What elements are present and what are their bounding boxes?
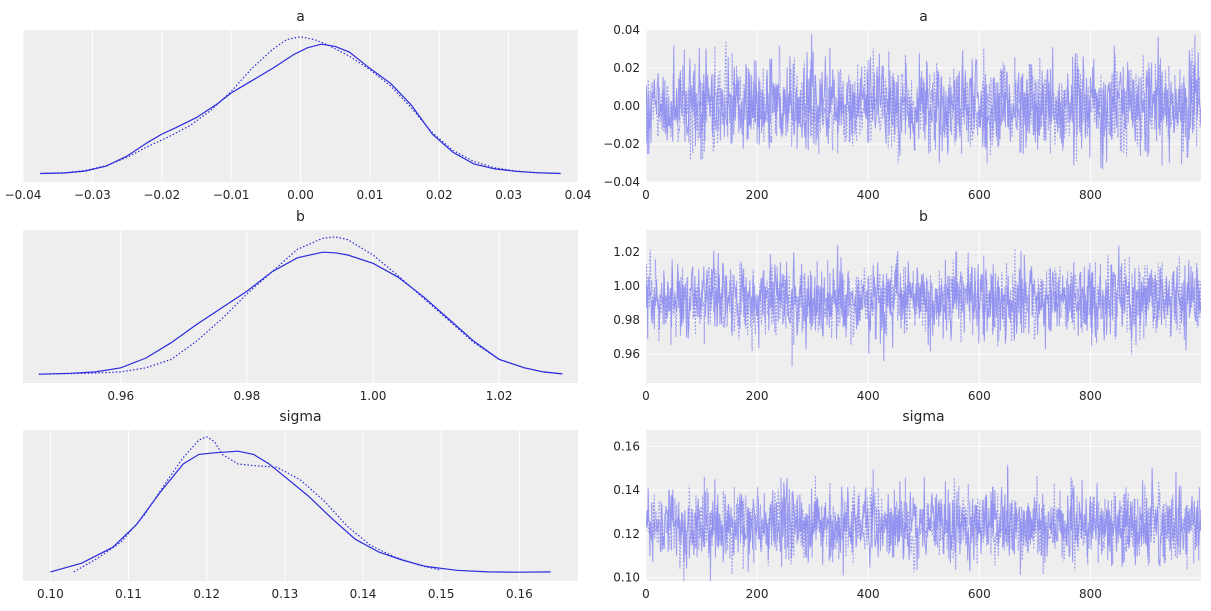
x-tick-label: 0.11 [115,587,142,601]
x-tick-label: 600 [968,188,991,202]
y-tick-label: 0.14 [613,483,640,497]
x-tick-label: −0.04 [5,188,42,202]
trace-line-chain-1 [646,248,1201,367]
x-tick-label: −0.03 [74,188,111,202]
y-tick-label: 0.02 [613,61,640,75]
density-line-chain-1 [38,236,563,375]
subplot-2: 0.96 0.98 1.00 1.02 b [23,209,578,403]
subplot-title: b [919,209,928,225]
x-tick-label: 0.01 [357,188,384,202]
x-tick-label: 0.10 [37,587,64,601]
x-tick-label: 400 [857,389,880,403]
x-tick-label: 800 [1079,587,1102,601]
x-tick-label: 200 [746,188,769,202]
x-tick-label: 800 [1079,188,1102,202]
subplot-title: b [296,209,305,225]
trace-line-chain-1 [646,466,1201,581]
x-tick-label: 1.02 [486,389,513,403]
x-tick-label: 0 [642,587,650,601]
y-tick-label: 0.04 [613,23,640,37]
x-tick-label: 0.16 [506,587,533,601]
x-tick-label: 0.96 [107,389,134,403]
y-tick-label: 1.02 [613,245,640,259]
y-tick-label: −0.02 [603,137,640,151]
x-tick-label: 0.00 [287,188,314,202]
x-tick-label: −0.01 [213,188,250,202]
x-tick-label: 800 [1079,389,1102,403]
y-tick-label: 1.00 [613,279,640,293]
subplot-title: a [296,9,305,25]
x-tick-label: 0.02 [426,188,453,202]
y-tick-label: 0.10 [613,571,640,585]
trace-line-chain-0 [646,464,1201,581]
subplot-title: sigma [279,409,321,425]
x-tick-label: 1.00 [360,389,387,403]
x-tick-label: 200 [746,389,769,403]
subplot-title: sigma [902,409,944,425]
subplot-title: a [919,9,928,25]
subplot-1: 0 200 400 600 800 −0.04 −0.02 0.00 0.02 0.04 a [603,9,1201,202]
subplot-5: 0 200 400 600 800 0.10 0.12 0.14 0.16 sigma [613,409,1201,601]
x-tick-label: 0.98 [234,389,261,403]
y-tick-label: 0.96 [613,347,640,361]
x-tick-label: 0 [642,188,650,202]
x-tick-label: 400 [857,188,880,202]
x-tick-label: 0.14 [350,587,377,601]
y-tick-label: 0.12 [613,527,640,541]
x-tick-label: 0.03 [495,188,522,202]
y-tick-label: 0.98 [613,313,640,327]
density-line-chain-0 [38,251,563,375]
x-tick-label: 200 [746,587,769,601]
y-tick-label: 0.16 [613,439,640,453]
plot-area [23,430,578,581]
x-tick-label: 0.13 [272,587,299,601]
x-tick-label: −0.02 [143,188,180,202]
subplot-0: −0.04 −0.03 −0.02 −0.01 0.00 0.01 0.02 0.03 0.04… [5,9,592,202]
y-tick-label: −0.04 [603,175,640,189]
subplot-4: 0.10 0.11 0.12 0.13 0.14 0.15 0.16 sigma [23,409,578,601]
x-tick-label: 0.15 [428,587,455,601]
x-tick-label: 0.04 [565,188,592,202]
density-line-chain-0 [40,43,561,175]
plot-area [23,230,578,383]
density-line-chain-1 [73,436,442,573]
x-tick-label: 0.12 [193,587,220,601]
y-tick-label: 0.00 [613,99,640,113]
x-tick-label: 600 [968,587,991,601]
x-tick-label: 400 [857,587,880,601]
subplot-3: 0 200 400 600 800 0.96 0.98 1.00 1.02 b [613,209,1201,403]
x-tick-label: 600 [968,389,991,403]
x-tick-label: 0 [642,389,650,403]
trace-line-chain-1 [646,35,1201,166]
